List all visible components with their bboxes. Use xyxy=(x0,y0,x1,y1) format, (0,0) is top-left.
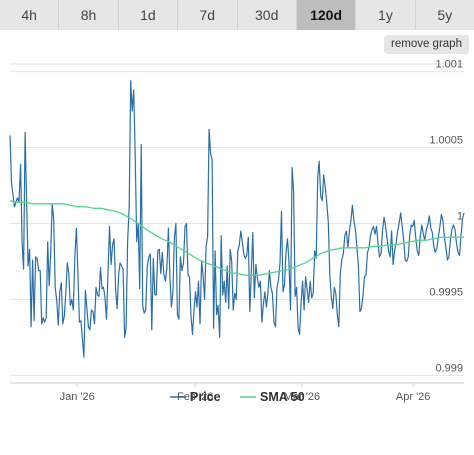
y-tick-label: 1.0005 xyxy=(429,135,463,147)
legend-item-sma[interactable]: SMA 50 xyxy=(240,390,305,404)
tab-1y[interactable]: 1y xyxy=(356,0,416,30)
tab-120d[interactable]: 120d xyxy=(296,0,357,30)
chart-legend: Price SMA 50 xyxy=(170,390,305,404)
tab-5y[interactable]: 5y xyxy=(437,7,453,23)
remove-graph-button[interactable]: remove graph xyxy=(384,35,469,54)
tab-7d[interactable]: 7d xyxy=(178,0,238,30)
legend-label: Price xyxy=(190,390,221,404)
grid-lines xyxy=(10,63,464,387)
y-tick-label: 1.001 xyxy=(435,59,463,71)
tab-30d[interactable]: 30d xyxy=(238,0,297,30)
timeframe-tabs: 4h 8h 1d 7d 30d 120d 1y 5y xyxy=(0,0,474,30)
x-axis-ticks: Jan '26 Feb '26 Mar '26 Apr '26 xyxy=(60,391,431,403)
x-tick-label: Feb '26 xyxy=(177,391,213,403)
legend-item-price[interactable]: Price xyxy=(170,390,221,404)
tab-4h[interactable]: 4h xyxy=(0,0,60,30)
tab-8h[interactable]: 8h xyxy=(59,0,119,30)
price-chart: 0.999 0.9995 1 1.0005 1.001 Jan '26 Feb '26 Ma… xyxy=(9,59,465,404)
sma-series-line xyxy=(9,200,464,276)
y-axis-ticks: 0.999 0.9995 1 1.0005 1.001 xyxy=(429,59,463,375)
y-tick-label: 1 xyxy=(457,211,463,223)
x-tick-label: Apr '26 xyxy=(396,391,431,403)
price-series-line xyxy=(9,80,465,358)
series-lines xyxy=(9,80,465,358)
tab-1d[interactable]: 1d xyxy=(119,0,179,30)
y-tick-label: 0.999 xyxy=(435,362,463,374)
y-tick-label: 0.9995 xyxy=(429,286,463,298)
x-tick-label: Jan '26 xyxy=(60,391,95,403)
x-tick-label: Mar '26 xyxy=(284,391,320,403)
legend-label: SMA 50 xyxy=(260,390,305,404)
